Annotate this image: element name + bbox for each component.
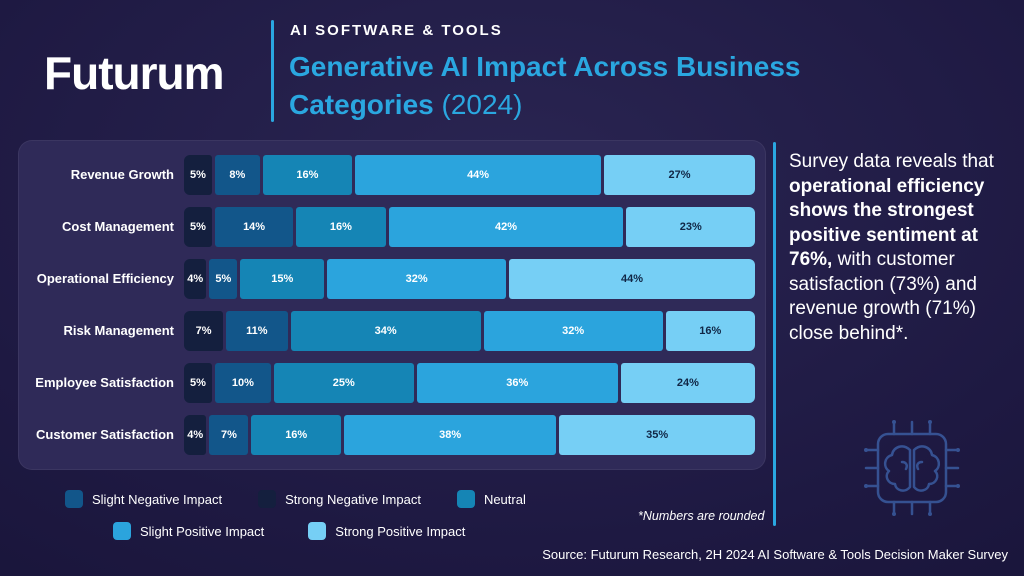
bar-segment: 5% bbox=[184, 363, 212, 403]
category-label: Cost Management bbox=[62, 219, 174, 235]
chart-row: Customer Satisfaction 4% 7% 16% 38% 35% bbox=[29, 415, 755, 455]
bar-segment: 10% bbox=[214, 363, 271, 403]
bar-segment: 8% bbox=[214, 155, 260, 195]
title-line2: Categories bbox=[289, 89, 434, 120]
bar-segment: 35% bbox=[559, 415, 755, 455]
bar-segment: 5% bbox=[184, 207, 212, 247]
title-year: (2024) bbox=[433, 89, 523, 120]
bar-segment: 7% bbox=[209, 415, 249, 455]
bar-segment: 44% bbox=[355, 155, 602, 195]
bar-segment: 11% bbox=[226, 311, 288, 351]
insight-bold: operational efficiency shows the stronge… bbox=[789, 175, 985, 271]
bar-segment: 4% bbox=[184, 415, 207, 455]
footnote: *Numbers are rounded bbox=[638, 509, 765, 523]
bar-segment: 25% bbox=[273, 363, 414, 403]
insight-text: Survey data reveals that operational eff… bbox=[789, 150, 1015, 346]
stacked-bar: 7% 11% 34% 32% 16% bbox=[184, 311, 755, 351]
category-label: Risk Management bbox=[63, 323, 174, 339]
legend-label: Neutral bbox=[483, 491, 526, 507]
stacked-bar: 4% 7% 16% 38% 35% bbox=[184, 415, 755, 455]
legend-swatch bbox=[308, 522, 327, 540]
bar-segment: 32% bbox=[327, 259, 507, 299]
chart-row: Operational Efficiency 4% 5% 15% 32% 44% bbox=[29, 259, 755, 299]
legend-label: Strong Negative Impact bbox=[285, 491, 421, 507]
stacked-bar: 5% 14% 16% 42% 23% bbox=[184, 207, 755, 247]
legend-label: Slight Negative Impact bbox=[92, 491, 223, 507]
chart-row: Employee Satisfaction 5% 10% 25% 36% 24% bbox=[29, 363, 755, 403]
bar-segment: 42% bbox=[388, 207, 624, 247]
bar-segment: 15% bbox=[240, 259, 325, 299]
legend-swatch bbox=[456, 490, 475, 508]
bar-segment: 44% bbox=[509, 259, 755, 299]
legend-row: Slight Negative Impact Strong Negative Im… bbox=[65, 490, 526, 508]
legend: Slight Negative Impact Strong Negative Im… bbox=[65, 490, 526, 554]
legend-swatch bbox=[113, 522, 131, 540]
chart-row: Risk Management 7% 11% 34% 32% 16% bbox=[29, 311, 755, 351]
legend-swatch bbox=[65, 490, 83, 508]
bar-segment: 4% bbox=[184, 259, 207, 299]
insight-post: with customer satisfaction (73%) and rev… bbox=[789, 249, 977, 344]
category-label: Operational Efficiency bbox=[36, 271, 174, 287]
content-divider bbox=[773, 142, 776, 526]
bar-segment: 16% bbox=[665, 311, 755, 351]
bar-segment: 24% bbox=[620, 363, 755, 403]
legend-item: Strong Negative Impact bbox=[258, 490, 421, 508]
category-label: Employee Satisfaction bbox=[35, 375, 174, 391]
bar-segment: 23% bbox=[626, 207, 755, 247]
stacked-bar: 5% 10% 25% 36% 24% bbox=[184, 363, 755, 403]
bar-segment: 16% bbox=[251, 415, 341, 455]
bar-segment: 16% bbox=[296, 207, 386, 247]
legend-item: Slight Negative Impact bbox=[65, 490, 222, 508]
legend-label: Slight Positive Impact bbox=[140, 523, 265, 539]
futurum-logo: Futurum bbox=[44, 47, 225, 99]
bar-segment: 27% bbox=[604, 155, 755, 195]
title-line1: Generative AI Impact Across Business bbox=[289, 51, 801, 82]
bar-segment: 38% bbox=[343, 415, 557, 455]
stacked-bar: 4% 5% 15% 32% 44% bbox=[184, 259, 755, 299]
page-title: Generative AI Impact Across Business Cat… bbox=[289, 48, 939, 124]
bar-segment: 34% bbox=[290, 311, 481, 351]
stacked-bar: 5% 8% 16% 44% 27% bbox=[184, 155, 755, 195]
header-divider bbox=[271, 20, 274, 122]
legend-swatch bbox=[258, 490, 277, 508]
bar-segment: 7% bbox=[184, 311, 224, 351]
legend-item: Strong Positive Impact bbox=[308, 522, 465, 540]
insight-pre: Survey data reveals that bbox=[789, 151, 994, 172]
bar-segment: 5% bbox=[209, 259, 238, 299]
chart-rows: Revenue Growth 5% 8% 16% 44% 27% Cost Manageme… bbox=[29, 155, 755, 455]
bar-segment: 16% bbox=[262, 155, 353, 195]
bar-segment: 36% bbox=[416, 363, 618, 403]
source-line: Source: Futurum Research, 2H 2024 AI Sof… bbox=[542, 547, 1008, 562]
legend-item: Slight Positive Impact bbox=[113, 522, 264, 540]
bar-segment: 14% bbox=[214, 207, 294, 247]
legend-item: Neutral bbox=[456, 490, 526, 508]
bar-segment: 5% bbox=[184, 155, 212, 195]
bar-segment: 32% bbox=[483, 311, 663, 351]
chart-row: Cost Management 5% 14% 16% 42% 23% bbox=[29, 207, 755, 247]
category-label: Revenue Growth bbox=[70, 167, 174, 183]
legend-row: Slight Positive Impact Strong Positive Im… bbox=[113, 522, 526, 540]
legend-label: Strong Positive Impact bbox=[335, 523, 466, 539]
report-kicker: AI SOFTWARE & TOOLS bbox=[290, 22, 503, 39]
chart-row: Revenue Growth 5% 8% 16% 44% 27% bbox=[29, 155, 755, 195]
chart-panel: Revenue Growth 5% 8% 16% 44% 27% Cost Manageme… bbox=[18, 140, 766, 470]
category-label: Customer Satisfaction bbox=[36, 427, 174, 443]
brain-chip-icon bbox=[864, 420, 960, 516]
